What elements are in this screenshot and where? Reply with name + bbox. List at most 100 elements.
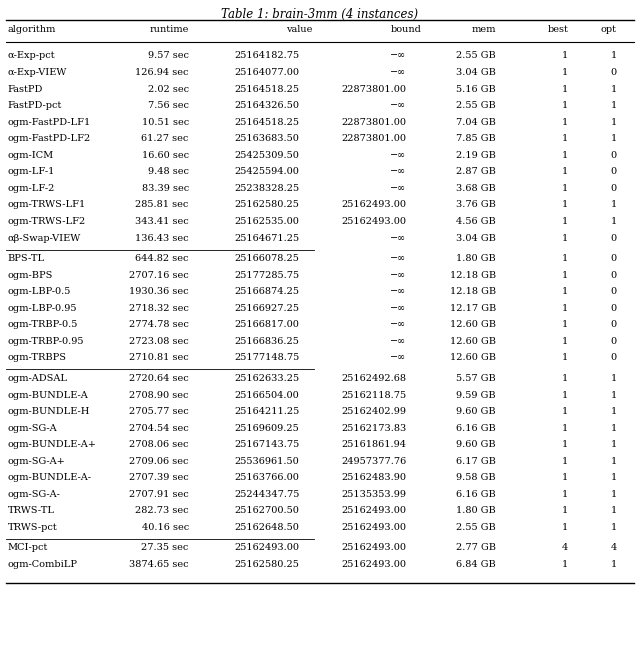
Text: ogm-SG-A+: ogm-SG-A+ [8,457,65,465]
Text: 25166927.25: 25166927.25 [234,303,300,313]
Text: ogm-BUNDLE-A: ogm-BUNDLE-A [8,390,88,400]
Text: ogm-TRWS-LF1: ogm-TRWS-LF1 [8,201,86,209]
Text: 1.80 GB: 1.80 GB [456,507,496,515]
Text: 1: 1 [611,201,617,209]
Text: 25135353.99: 25135353.99 [341,490,406,499]
Text: 0: 0 [611,68,617,77]
Text: 6.17 GB: 6.17 GB [456,457,496,465]
Text: FastPD: FastPD [8,84,43,94]
Text: ogm-TRWS-LF2: ogm-TRWS-LF2 [8,217,86,226]
Text: 0: 0 [611,337,617,346]
Text: 1: 1 [611,118,617,127]
Text: 1: 1 [562,288,568,296]
Text: 12.18 GB: 12.18 GB [450,271,496,280]
Text: 2.02 sec: 2.02 sec [148,84,189,94]
Text: 1: 1 [611,523,617,532]
Text: 1: 1 [611,424,617,433]
Text: 1: 1 [611,217,617,226]
Text: 2.55 GB: 2.55 GB [456,52,496,60]
Text: −∞: −∞ [390,68,406,77]
Text: 0: 0 [611,303,617,313]
Text: runtime: runtime [149,25,189,35]
Text: bound: bound [391,25,422,35]
Text: 9.59 GB: 9.59 GB [456,390,496,400]
Text: −∞: −∞ [390,184,406,193]
Text: 25162535.00: 25162535.00 [235,217,300,226]
Text: 2708.06 sec: 2708.06 sec [129,440,189,449]
Text: 25166817.00: 25166817.00 [235,320,300,329]
Text: 25425309.50: 25425309.50 [235,151,300,160]
Text: 0: 0 [611,254,617,263]
Text: ogm-LF-1: ogm-LF-1 [8,167,55,177]
Text: 1: 1 [562,303,568,313]
Text: best: best [547,25,568,35]
Text: MCI-pct: MCI-pct [8,543,48,552]
Text: 2707.39 sec: 2707.39 sec [129,473,189,482]
Text: 1: 1 [562,151,568,160]
Text: 1: 1 [611,560,617,569]
Text: 1: 1 [562,337,568,346]
Text: 343.41 sec: 343.41 sec [135,217,189,226]
Text: 9.57 sec: 9.57 sec [148,52,189,60]
Text: 1: 1 [611,52,617,60]
Text: 1: 1 [562,320,568,329]
Text: αβ-Swap-VIEW: αβ-Swap-VIEW [8,234,81,242]
Text: 2720.64 sec: 2720.64 sec [129,374,189,383]
Text: mem: mem [472,25,496,35]
Text: −∞: −∞ [390,353,406,363]
Text: 25177285.75: 25177285.75 [234,271,300,280]
Text: 3.04 GB: 3.04 GB [456,234,496,242]
Text: 25536961.50: 25536961.50 [235,457,300,465]
Text: ogm-BPS: ogm-BPS [8,271,53,280]
Text: 2.19 GB: 2.19 GB [456,151,496,160]
Text: −∞: −∞ [390,167,406,177]
Text: 25162493.00: 25162493.00 [341,543,406,552]
Text: 2710.81 sec: 2710.81 sec [129,353,189,363]
Text: 2704.54 sec: 2704.54 sec [129,424,189,433]
Text: 25163683.50: 25163683.50 [235,134,300,143]
Text: 7.04 GB: 7.04 GB [456,118,496,127]
Text: 1: 1 [611,457,617,465]
Text: 25162493.00: 25162493.00 [341,201,406,209]
Text: 25162402.99: 25162402.99 [341,407,406,416]
Text: 25166874.25: 25166874.25 [234,288,300,296]
Text: 1: 1 [562,201,568,209]
Text: 6.84 GB: 6.84 GB [456,560,496,569]
Text: 2.77 GB: 2.77 GB [456,543,496,552]
Text: 2709.06 sec: 2709.06 sec [129,457,189,465]
Text: 2774.78 sec: 2774.78 sec [129,320,189,329]
Text: algorithm: algorithm [8,25,56,35]
Text: 25162700.50: 25162700.50 [235,507,300,515]
Text: ogm-TRBPS: ogm-TRBPS [8,353,67,363]
Text: ogm-LBP-0.95: ogm-LBP-0.95 [8,303,77,313]
Text: 1: 1 [562,134,568,143]
Text: 25177148.75: 25177148.75 [234,353,300,363]
Text: 22873801.00: 22873801.00 [341,118,406,127]
Text: TRWS-pct: TRWS-pct [8,523,58,532]
Text: 25162493.00: 25162493.00 [341,523,406,532]
Text: 12.60 GB: 12.60 GB [450,337,496,346]
Text: 1: 1 [611,134,617,143]
Text: 9.60 GB: 9.60 GB [456,440,496,449]
Text: 1: 1 [611,490,617,499]
Text: 1: 1 [611,374,617,383]
Text: 3.04 GB: 3.04 GB [456,68,496,77]
Text: 25162173.83: 25162173.83 [341,424,406,433]
Text: −∞: −∞ [390,303,406,313]
Text: FastPD-pct: FastPD-pct [8,101,62,110]
Text: 1: 1 [562,271,568,280]
Text: 285.81 sec: 285.81 sec [136,201,189,209]
Text: 25164211.25: 25164211.25 [234,407,300,416]
Text: 4: 4 [562,543,568,552]
Text: BPS-TL: BPS-TL [8,254,45,263]
Text: 0: 0 [611,184,617,193]
Text: 25166836.25: 25166836.25 [235,337,300,346]
Text: 0: 0 [611,320,617,329]
Text: 3.68 GB: 3.68 GB [456,184,496,193]
Text: −∞: −∞ [390,320,406,329]
Text: 644.82 sec: 644.82 sec [135,254,189,263]
Text: 1: 1 [611,407,617,416]
Text: 6.16 GB: 6.16 GB [456,490,496,499]
Text: 126.94 sec: 126.94 sec [135,68,189,77]
Text: 0: 0 [611,234,617,242]
